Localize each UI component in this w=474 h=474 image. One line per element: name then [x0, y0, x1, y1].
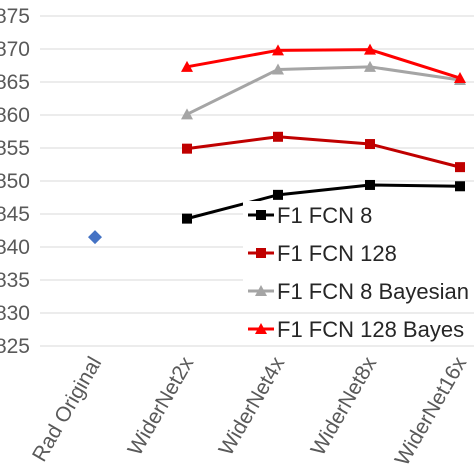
legend-item-background — [243, 277, 474, 305]
y-tick-label: 875 — [0, 5, 30, 28]
data-point — [88, 230, 102, 245]
legend-label: F1 FCN 128 Bayes — [277, 317, 464, 342]
series-line — [186, 183, 461, 221]
x-category-label: WiderNet2x — [124, 353, 199, 460]
data-point — [182, 143, 192, 154]
legend-marker — [256, 248, 266, 258]
series-line — [186, 65, 461, 116]
legend-marker — [255, 285, 267, 296]
y-tick-label: 855 — [0, 137, 30, 160]
legend-marker — [255, 323, 267, 334]
data-point — [455, 162, 465, 173]
series-3 — [181, 43, 466, 84]
y-tick-label: 870 — [0, 38, 30, 61]
data-point — [365, 179, 375, 190]
series-1 — [182, 131, 465, 173]
data-point — [273, 131, 283, 142]
data-point — [455, 181, 465, 192]
legend-item: F1 FCN 128 — [243, 239, 474, 267]
x-category-label: WiderNet4x — [215, 353, 290, 460]
legend-label: F1 FCN 8 Bayesian — [277, 279, 469, 304]
legend-item: F1 FCN 8 Bayesian — [243, 277, 474, 305]
series-4 — [88, 230, 102, 245]
y-tick-label: 840 — [0, 236, 30, 259]
x-category-label: WiderNet16x — [391, 353, 472, 470]
y-tick-label: 845 — [0, 203, 30, 226]
data-point — [273, 189, 283, 200]
legend-item: F1 FCN 8 — [243, 201, 474, 229]
y-tick-label: 860 — [0, 104, 30, 127]
series-group — [88, 43, 466, 245]
x-axis-category-labels: Rad Original WiderNet2x WiderNet4x WiderNet… — [28, 353, 472, 470]
series-line — [186, 135, 461, 169]
legend-item-background — [243, 315, 474, 343]
data-point — [454, 72, 466, 84]
legend-label: F1 FCN 8 — [277, 203, 372, 228]
legend: F1 FCN 8 F1 FCN 128 F1 FCN 8 Bayesian F1 FC… — [243, 201, 474, 343]
legend-marker — [256, 210, 266, 220]
data-point — [272, 63, 284, 75]
legend-item: F1 FCN 128 Bayes — [243, 315, 474, 343]
y-tick-label: 825 — [0, 335, 30, 358]
data-point — [364, 43, 376, 55]
y-tick-label: 830 — [0, 302, 30, 325]
data-point — [181, 108, 193, 120]
data-point — [272, 44, 284, 56]
data-point — [365, 139, 375, 150]
series-0 — [182, 179, 465, 224]
data-point — [182, 213, 192, 224]
y-axis-tick-labels: 825 830 835 840 845 850 855 860 865 870 875 — [0, 5, 30, 358]
legend-item-background — [243, 239, 474, 267]
series-2 — [181, 60, 466, 120]
y-tick-label: 865 — [0, 71, 30, 94]
series-line — [186, 48, 461, 80]
legend-label: F1 FCN 128 — [277, 241, 397, 266]
y-tick-label: 835 — [0, 269, 30, 292]
y-tick-label: 850 — [0, 170, 30, 193]
data-point — [364, 60, 376, 72]
x-category-label: WiderNet8x — [307, 353, 382, 460]
x-category-label: Rad Original — [28, 353, 106, 466]
data-point — [181, 60, 193, 72]
legend-item-background — [243, 201, 474, 229]
